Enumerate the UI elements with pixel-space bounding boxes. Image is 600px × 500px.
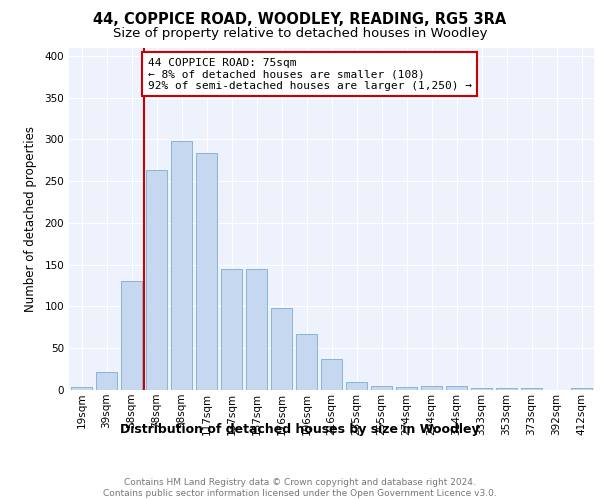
Bar [171, 141, 192, 390]
Bar [121, 282, 142, 390]
Bar [571, 388, 592, 390]
Bar [296, 334, 317, 390]
Bar [496, 388, 517, 390]
Bar [246, 269, 267, 390]
Bar [146, 170, 167, 390]
Bar [96, 372, 117, 390]
Bar [521, 388, 542, 390]
Bar [321, 359, 342, 390]
Bar [346, 382, 367, 390]
Bar [196, 153, 217, 390]
Text: 44 COPPICE ROAD: 75sqm
← 8% of detached houses are smaller (108)
92% of semi-det: 44 COPPICE ROAD: 75sqm ← 8% of detached … [148, 58, 472, 90]
Bar [271, 308, 292, 390]
Bar [446, 386, 467, 390]
Text: Size of property relative to detached houses in Woodley: Size of property relative to detached ho… [113, 28, 487, 40]
Bar [221, 269, 242, 390]
Text: 44, COPPICE ROAD, WOODLEY, READING, RG5 3RA: 44, COPPICE ROAD, WOODLEY, READING, RG5 … [94, 12, 506, 28]
Text: Contains HM Land Registry data © Crown copyright and database right 2024.
Contai: Contains HM Land Registry data © Crown c… [103, 478, 497, 498]
Text: Distribution of detached houses by size in Woodley: Distribution of detached houses by size … [120, 422, 480, 436]
Bar [371, 386, 392, 390]
Bar [471, 388, 492, 390]
Bar [396, 388, 417, 390]
Bar [71, 388, 92, 390]
Bar [421, 386, 442, 390]
Y-axis label: Number of detached properties: Number of detached properties [25, 126, 37, 312]
